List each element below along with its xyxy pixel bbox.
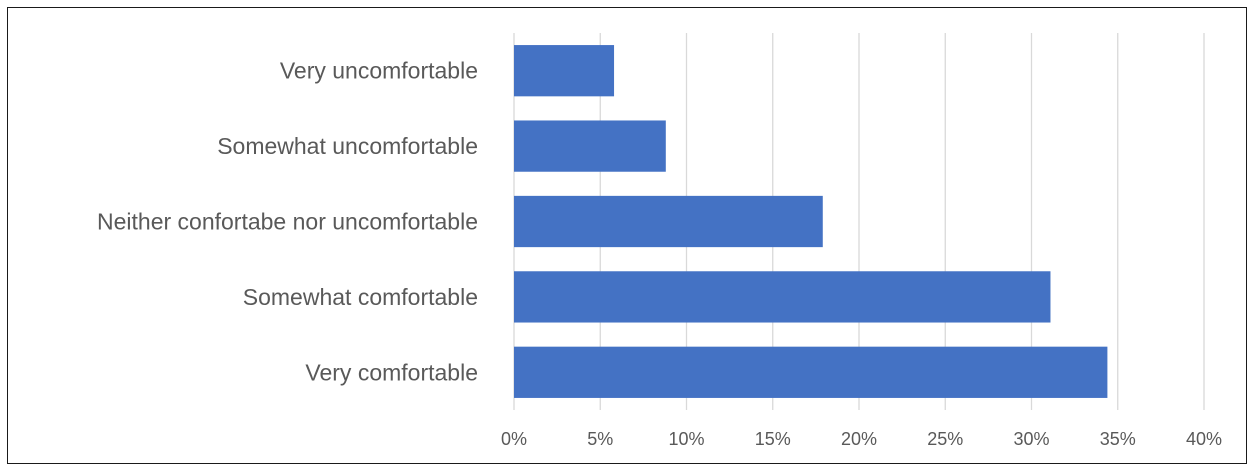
category-label-2: Neither confortabe nor uncomfortable: [97, 209, 478, 235]
category-label-4: Very comfortable: [305, 359, 478, 385]
x-tick-label-25: 25%: [927, 429, 963, 449]
x-tick-label-10: 10%: [668, 429, 704, 449]
bars: [514, 45, 1108, 398]
category-label-3: Somewhat comfortable: [243, 284, 478, 310]
x-tick-labels: 0% 5% 10% 15% 20% 25% 30% 35% 40%: [501, 429, 1222, 449]
x-tick-label-20: 20%: [841, 429, 877, 449]
x-tick-label-40: 40%: [1186, 429, 1222, 449]
bar-3: [514, 271, 1051, 323]
category-label-0: Very uncomfortable: [280, 58, 478, 84]
bar-4: [514, 346, 1108, 398]
x-tick-label-15: 15%: [755, 429, 791, 449]
x-tick-label-30: 30%: [1013, 429, 1049, 449]
bar-1: [514, 120, 666, 172]
bar-2: [514, 195, 823, 248]
bar-0: [514, 45, 615, 97]
category-label-1: Somewhat uncomfortable: [217, 133, 478, 159]
category-labels: Very uncomfortable Somewhat uncomfortable…: [97, 58, 478, 386]
x-tick-label-35: 35%: [1100, 429, 1136, 449]
x-tick-label-5: 5%: [587, 429, 613, 449]
x-tick-label-0: 0%: [501, 429, 527, 449]
